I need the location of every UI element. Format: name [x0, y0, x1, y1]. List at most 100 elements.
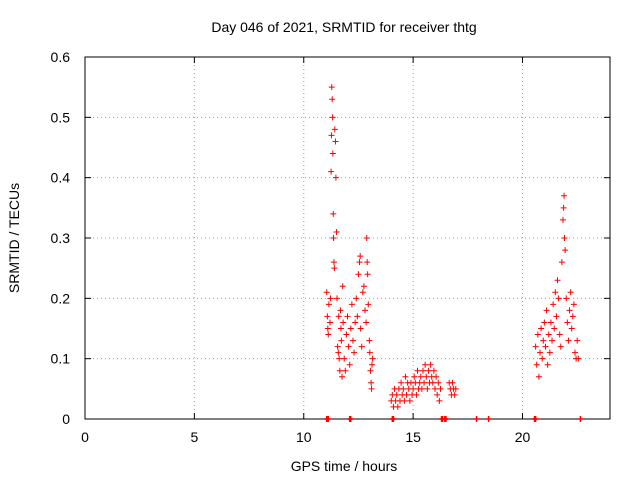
data-point — [336, 367, 343, 374]
data-point — [572, 349, 578, 356]
y-tick-label: 0.1 — [51, 351, 71, 367]
data-point — [325, 331, 332, 338]
data-point — [553, 313, 560, 320]
data-point — [325, 301, 332, 308]
data-point — [369, 361, 375, 368]
data-point — [362, 307, 368, 314]
data-point — [419, 367, 426, 374]
data-point — [364, 271, 371, 278]
data-point — [335, 313, 342, 320]
data-point — [347, 416, 354, 422]
data-point — [327, 319, 333, 326]
data-point — [417, 373, 424, 380]
data-point — [349, 337, 356, 344]
data-point — [413, 391, 420, 398]
data-point — [544, 361, 551, 368]
data-point — [542, 343, 549, 350]
data-point — [433, 373, 440, 380]
x-tick-label: 15 — [405, 429, 421, 445]
data-point — [358, 343, 365, 350]
data-point — [434, 391, 441, 398]
grid-lines — [85, 57, 610, 419]
x-tick-label: 5 — [190, 429, 198, 445]
data-point — [327, 295, 334, 302]
data-point — [569, 313, 576, 320]
y-tick-label: 0 — [62, 411, 70, 427]
x-tick-label: 10 — [296, 429, 312, 445]
data-point — [537, 349, 543, 356]
data-point — [552, 289, 559, 296]
data-point — [451, 391, 458, 398]
data-point — [400, 385, 407, 392]
data-point — [401, 397, 408, 404]
data-point — [359, 289, 366, 296]
data-point — [473, 416, 480, 422]
data-point — [561, 235, 568, 241]
data-point — [568, 325, 575, 332]
y-tick-label: 0.5 — [51, 109, 71, 125]
y-tick-label: 0.2 — [51, 290, 71, 306]
data-point — [325, 416, 332, 422]
data-point — [545, 331, 552, 338]
data-point — [563, 295, 570, 302]
data-point — [337, 325, 344, 332]
data-point — [558, 259, 565, 266]
data-point — [364, 259, 371, 266]
data-point — [424, 385, 431, 392]
data-point — [411, 373, 418, 380]
data-point — [365, 301, 372, 308]
data-point — [356, 259, 363, 266]
data-point — [532, 416, 539, 422]
data-point — [541, 319, 548, 326]
data-point — [346, 361, 353, 368]
data-point — [406, 397, 413, 404]
data-point — [369, 355, 376, 362]
data-point — [393, 391, 400, 398]
data-point — [323, 289, 330, 296]
data-point — [335, 349, 342, 356]
data-point — [557, 343, 564, 350]
data-point — [328, 132, 335, 139]
data-point — [330, 210, 337, 217]
data-point — [357, 253, 364, 260]
data-point — [330, 259, 337, 266]
x-tick-label: 0 — [81, 429, 89, 445]
data-point — [485, 416, 492, 422]
data-points — [323, 84, 584, 422]
data-point — [347, 325, 354, 332]
data-point — [363, 235, 370, 241]
data-point — [539, 355, 546, 362]
data-point — [343, 331, 350, 338]
data-point — [336, 355, 343, 362]
y-tick-label: 0.6 — [51, 49, 71, 65]
data-point — [353, 295, 360, 302]
data-point — [562, 247, 569, 254]
data-point — [398, 379, 405, 386]
data-point — [331, 126, 338, 133]
data-point — [354, 313, 361, 320]
data-point — [422, 361, 429, 368]
x-tick-label: 20 — [515, 429, 531, 445]
data-point — [540, 337, 547, 344]
data-point — [339, 283, 346, 290]
data-point — [452, 385, 459, 392]
data-point — [324, 313, 331, 320]
data-point — [556, 331, 563, 338]
data-point — [538, 325, 545, 332]
data-point — [430, 367, 437, 374]
data-point — [551, 325, 558, 332]
data-point — [333, 228, 340, 235]
data-point — [342, 367, 349, 374]
data-point — [348, 301, 355, 308]
y-axis-label: SRMTID / TECUs — [6, 183, 22, 293]
data-point — [329, 150, 336, 157]
data-point — [570, 301, 577, 308]
data-point — [330, 235, 337, 241]
data-point — [355, 271, 362, 278]
data-point — [340, 319, 347, 326]
data-point — [421, 379, 428, 386]
data-point — [549, 337, 556, 344]
data-point — [341, 355, 348, 362]
data-point — [429, 379, 436, 386]
